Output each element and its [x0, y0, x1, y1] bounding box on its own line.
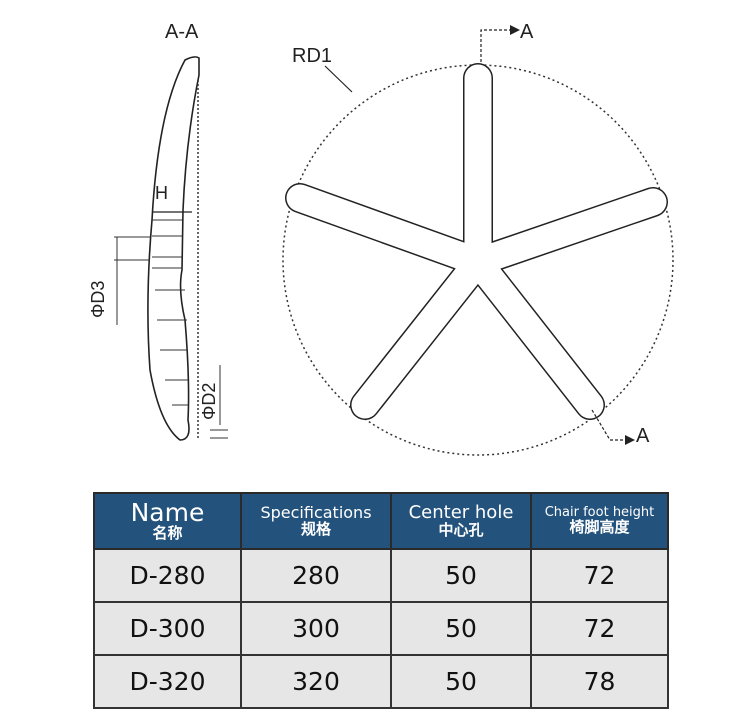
d3-label: ΦD3 [88, 281, 108, 318]
header-center-hole-zh: 中心孔 [438, 520, 484, 539]
section-view: A-A H ΦD3 ΦD2 [88, 21, 228, 441]
header-name: Name 名称 [93, 492, 242, 550]
section-line-top [480, 29, 510, 62]
section-title: A-A [165, 21, 199, 43]
header-name-zh: 名称 [152, 524, 183, 543]
section-line-bottom [591, 409, 625, 441]
outer-circle [282, 64, 674, 456]
table-row: D-280 280 50 72 [93, 548, 669, 603]
header-specifications: Specifications 规格 [240, 492, 392, 550]
cell-center-hole: 50 [390, 548, 532, 603]
section-mark-bottom: A [636, 425, 650, 447]
arrow-right-icon [625, 435, 635, 445]
cell-name: D-280 [93, 548, 242, 603]
header-chair-foot-height-zh: 椅脚高度 [569, 517, 630, 536]
header-name-en: Name [130, 498, 205, 527]
rd1-leader-line [324, 65, 353, 93]
header-center-hole-en: Center hole [408, 501, 514, 523]
base-profile [147, 56, 200, 441]
rd1-label: RD1 [292, 45, 332, 67]
cell-name: D-320 [93, 654, 242, 709]
cell-center-hole: 50 [390, 601, 532, 656]
drawing: A-A H ΦD3 ΦD2 RD1 A [88, 21, 674, 456]
d2-label: ΦD2 [199, 383, 219, 420]
header-center-hole: Center hole 中心孔 [390, 492, 532, 550]
cell-spec: 280 [240, 548, 392, 603]
h-label: H [155, 183, 168, 203]
cell-name: D-300 [93, 601, 242, 656]
star-arms-fill [286, 64, 667, 419]
cell-spec: 320 [240, 654, 392, 709]
table-row: D-300 300 50 72 [93, 601, 669, 656]
cell-height: 72 [530, 548, 669, 603]
cell-spec: 300 [240, 601, 392, 656]
top-view: RD1 A A [282, 21, 674, 456]
header-chair-foot-height: Chair foot height 椅脚高度 [530, 492, 669, 550]
table-header: Name 名称 Specifications 规格 Center hole 中心孔 C… [93, 492, 669, 550]
table-row: D-320 320 50 78 [93, 654, 669, 709]
spec-table: Name 名称 Specifications 规格 Center hole 中心孔 C… [93, 492, 669, 709]
arrow-right-icon [510, 25, 520, 35]
header-chair-foot-height-en: Chair foot height [544, 505, 655, 521]
section-mark-top: A [520, 21, 534, 43]
header-specifications-zh: 规格 [300, 519, 331, 538]
section-hatch-and-dimension-lines [114, 219, 228, 439]
cell-center-hole: 50 [390, 654, 532, 709]
cell-height: 72 [530, 601, 669, 656]
header-specifications-en: Specifications [260, 502, 372, 522]
cell-height: 78 [530, 654, 669, 709]
